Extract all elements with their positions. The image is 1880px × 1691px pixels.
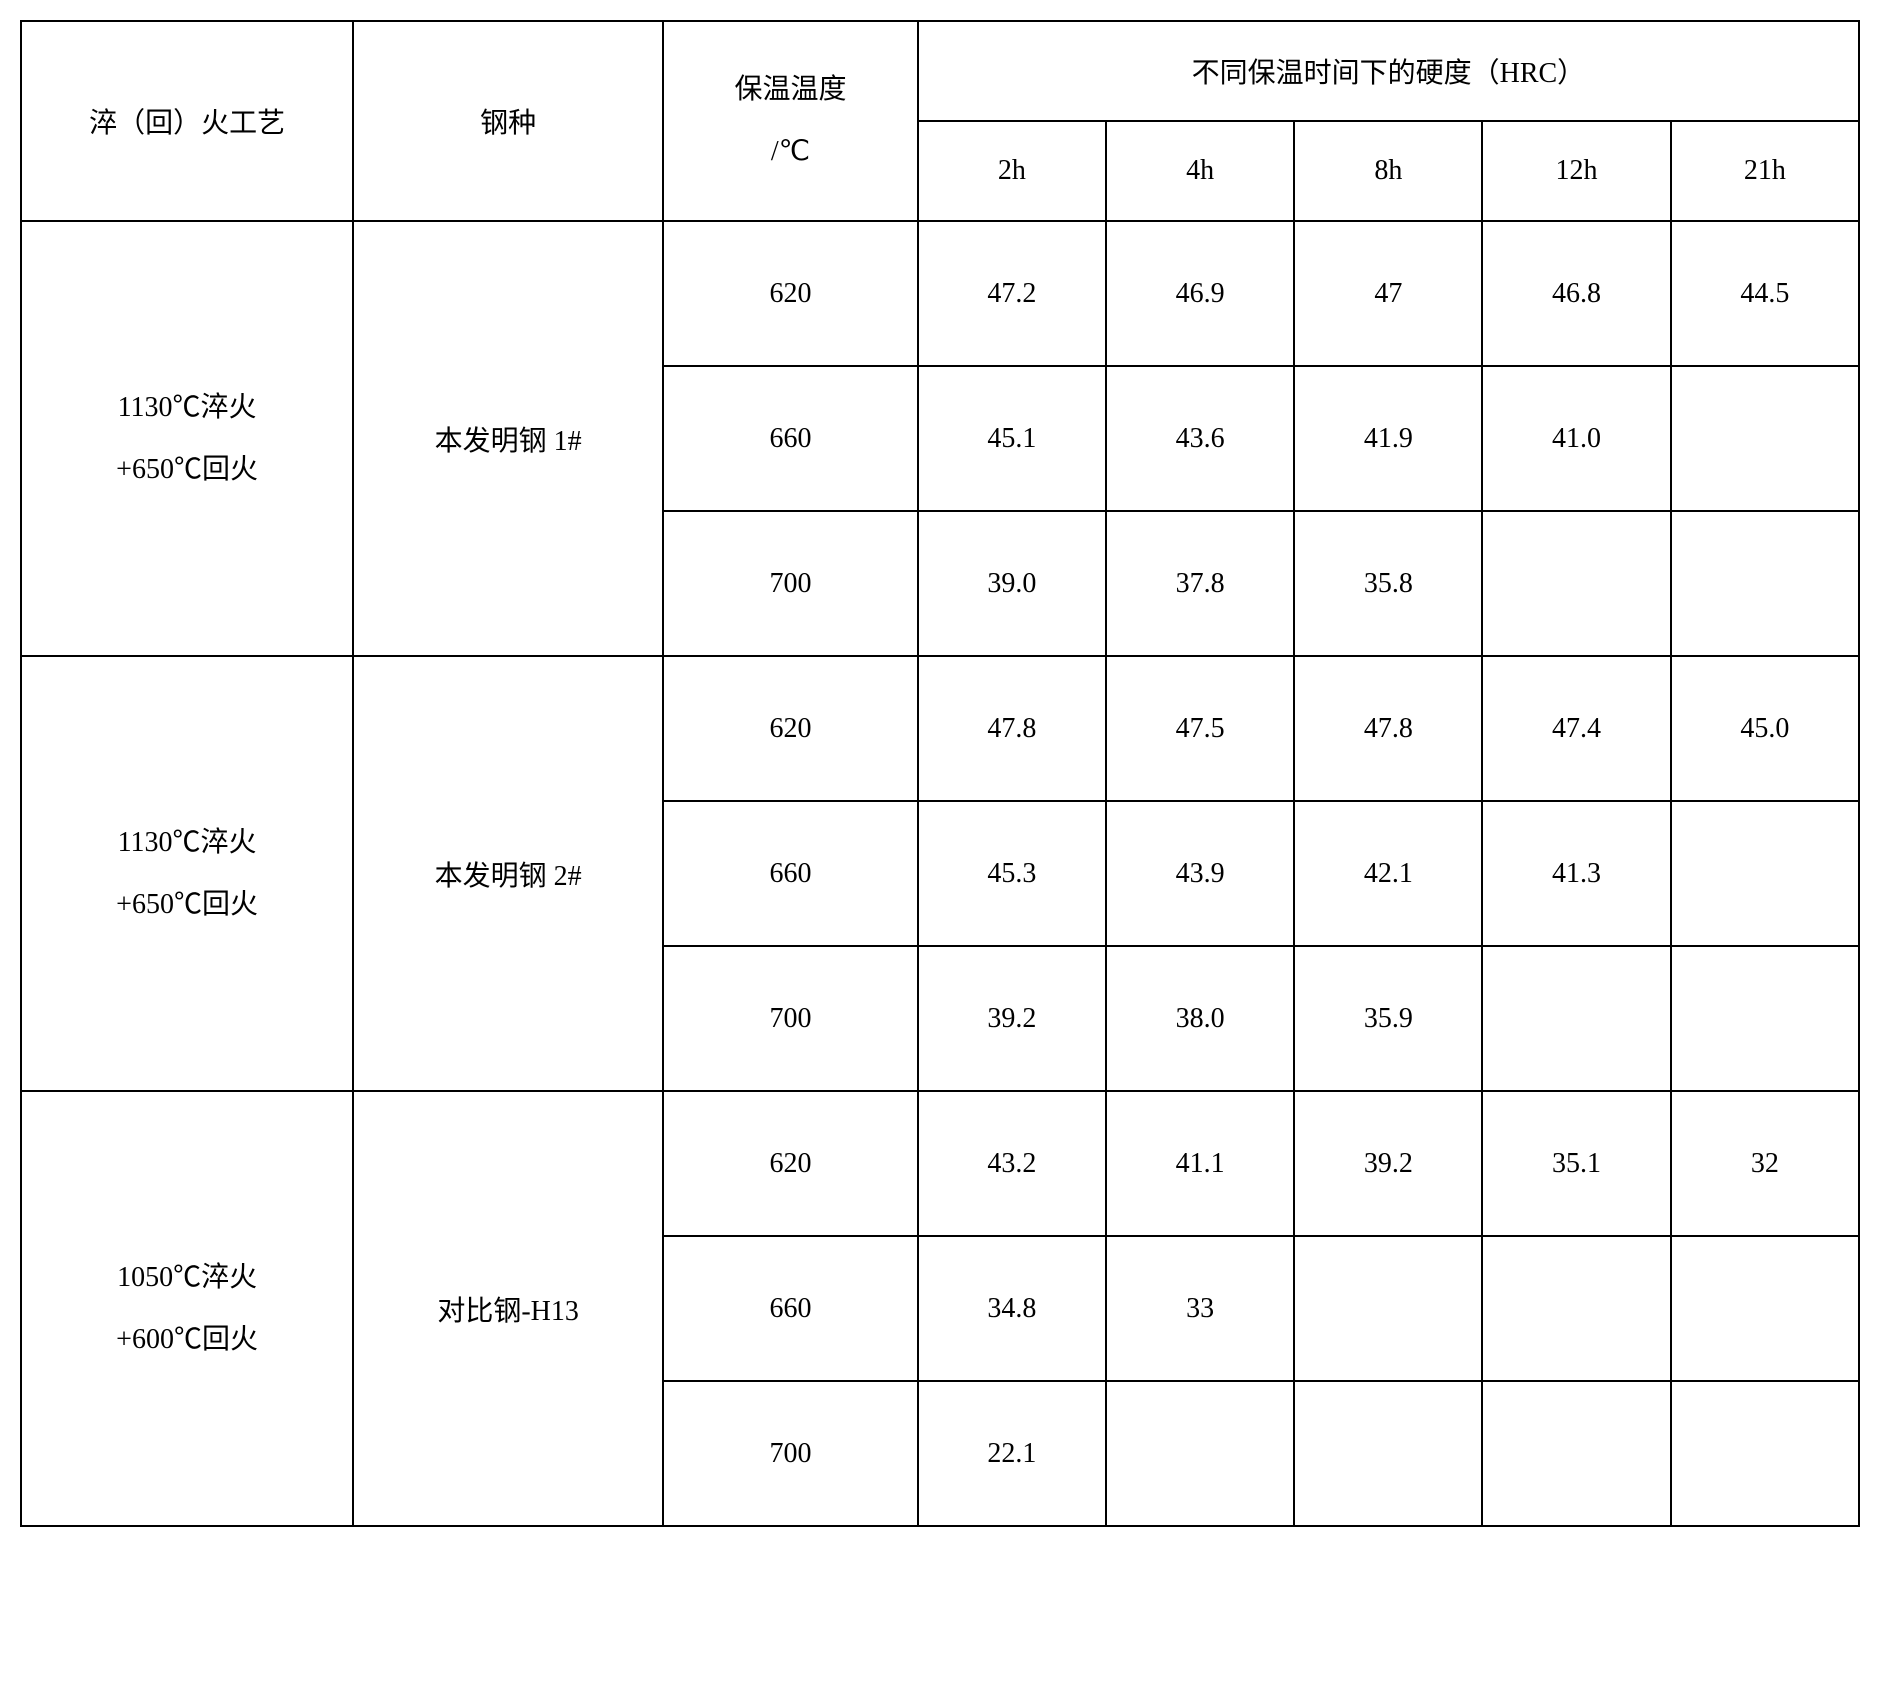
val-cell <box>1671 946 1859 1091</box>
val-cell: 47.2 <box>918 221 1106 366</box>
val-cell: 46.8 <box>1482 221 1670 366</box>
hardness-table-container: 淬（回）火工艺 钢种 保温温度 /℃ 不同保温时间下的硬度（HRC） 2h 4h… <box>20 20 1860 1527</box>
val-cell <box>1482 511 1670 656</box>
val-cell <box>1671 801 1859 946</box>
val-cell: 22.1 <box>918 1381 1106 1526</box>
val-cell: 39.2 <box>918 946 1106 1091</box>
temp-cell: 700 <box>663 946 918 1091</box>
val-cell: 37.8 <box>1106 511 1294 656</box>
header-hardness-group: 不同保温时间下的硬度（HRC） <box>918 21 1859 121</box>
process-line1: 1050℃淬火 <box>117 1262 257 1293</box>
header-time-0: 2h <box>918 121 1106 221</box>
val-cell <box>1671 511 1859 656</box>
val-cell: 47.4 <box>1482 656 1670 801</box>
val-cell <box>1106 1381 1294 1526</box>
process-cell: 1050℃淬火 +600℃回火 <box>21 1091 353 1526</box>
table-body: 淬（回）火工艺 钢种 保温温度 /℃ 不同保温时间下的硬度（HRC） 2h 4h… <box>21 21 1859 1526</box>
val-cell: 45.3 <box>918 801 1106 946</box>
process-cell: 1130℃淬火 +650℃回火 <box>21 221 353 656</box>
header-time-3: 12h <box>1482 121 1670 221</box>
val-cell: 41.3 <box>1482 801 1670 946</box>
temp-cell: 700 <box>663 1381 918 1526</box>
temp-cell: 660 <box>663 801 918 946</box>
header-temp-line2: /℃ <box>771 136 810 167</box>
temp-cell: 620 <box>663 221 918 366</box>
hardness-table: 淬（回）火工艺 钢种 保温温度 /℃ 不同保温时间下的硬度（HRC） 2h 4h… <box>20 20 1860 1527</box>
steel-cell: 对比钢-H13 <box>353 1091 663 1526</box>
val-cell: 46.9 <box>1106 221 1294 366</box>
header-time-2: 8h <box>1294 121 1482 221</box>
process-cell: 1130℃淬火 +650℃回火 <box>21 656 353 1091</box>
val-cell <box>1482 1381 1670 1526</box>
val-cell <box>1671 1381 1859 1526</box>
val-cell: 39.0 <box>918 511 1106 656</box>
val-cell: 42.1 <box>1294 801 1482 946</box>
val-cell: 32 <box>1671 1091 1859 1236</box>
process-line2: +600℃回火 <box>116 1324 258 1355</box>
val-cell: 35.8 <box>1294 511 1482 656</box>
val-cell <box>1671 1236 1859 1381</box>
temp-cell: 660 <box>663 1236 918 1381</box>
temp-cell: 700 <box>663 511 918 656</box>
val-cell: 38.0 <box>1106 946 1294 1091</box>
val-cell: 33 <box>1106 1236 1294 1381</box>
temp-cell: 660 <box>663 366 918 511</box>
process-line1: 1130℃淬火 <box>118 827 257 858</box>
val-cell: 43.6 <box>1106 366 1294 511</box>
val-cell: 34.8 <box>918 1236 1106 1381</box>
steel-cell: 本发明钢 1# <box>353 221 663 656</box>
val-cell <box>1671 366 1859 511</box>
header-time-1: 4h <box>1106 121 1294 221</box>
table-row: 1050℃淬火 +600℃回火 对比钢-H13 620 43.2 41.1 39… <box>21 1091 1859 1236</box>
header-temp: 保温温度 /℃ <box>663 21 918 221</box>
val-cell: 41.0 <box>1482 366 1670 511</box>
steel-cell: 本发明钢 2# <box>353 656 663 1091</box>
val-cell: 47.8 <box>918 656 1106 801</box>
val-cell <box>1294 1236 1482 1381</box>
val-cell: 41.9 <box>1294 366 1482 511</box>
val-cell: 43.9 <box>1106 801 1294 946</box>
val-cell: 44.5 <box>1671 221 1859 366</box>
process-line2: +650℃回火 <box>116 454 258 485</box>
val-cell <box>1294 1381 1482 1526</box>
val-cell: 47.8 <box>1294 656 1482 801</box>
val-cell: 47.5 <box>1106 656 1294 801</box>
process-line1: 1130℃淬火 <box>118 392 257 423</box>
val-cell: 39.2 <box>1294 1091 1482 1236</box>
val-cell: 43.2 <box>918 1091 1106 1236</box>
table-row: 1130℃淬火 +650℃回火 本发明钢 2# 620 47.8 47.5 47… <box>21 656 1859 801</box>
temp-cell: 620 <box>663 1091 918 1236</box>
val-cell: 47 <box>1294 221 1482 366</box>
header-time-4: 21h <box>1671 121 1859 221</box>
header-temp-line1: 保温温度 <box>734 74 846 105</box>
val-cell: 35.1 <box>1482 1091 1670 1236</box>
header-row-1: 淬（回）火工艺 钢种 保温温度 /℃ 不同保温时间下的硬度（HRC） <box>21 21 1859 121</box>
val-cell: 45.1 <box>918 366 1106 511</box>
val-cell: 45.0 <box>1671 656 1859 801</box>
table-row: 1130℃淬火 +650℃回火 本发明钢 1# 620 47.2 46.9 47… <box>21 221 1859 366</box>
val-cell: 35.9 <box>1294 946 1482 1091</box>
val-cell <box>1482 946 1670 1091</box>
header-process: 淬（回）火工艺 <box>21 21 353 221</box>
process-line2: +650℃回火 <box>116 889 258 920</box>
val-cell: 41.1 <box>1106 1091 1294 1236</box>
temp-cell: 620 <box>663 656 918 801</box>
val-cell <box>1482 1236 1670 1381</box>
header-steel: 钢种 <box>353 21 663 221</box>
